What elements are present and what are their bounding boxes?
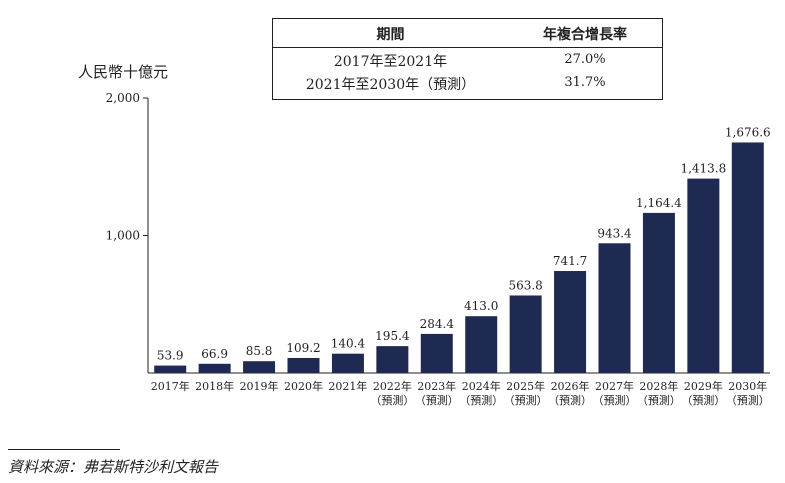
x-tick-label: （預測） bbox=[681, 393, 725, 407]
x-tick-label: 2030年 bbox=[728, 379, 767, 393]
chart-value-labels: 53.9 66.9 85.8 109.2 140.4 195.4 284.4 413.0 563… bbox=[157, 125, 771, 362]
bar-value-label: 741.7 bbox=[553, 254, 587, 268]
x-tick-label: 2029年 bbox=[684, 379, 723, 393]
bar bbox=[509, 295, 542, 373]
bar-value-label: 1,164.4 bbox=[636, 196, 682, 210]
cagr-row-period: 2017年至2021年 bbox=[333, 54, 448, 70]
bar-value-label: 53.9 bbox=[157, 349, 184, 363]
cagr-table-header: 期間 年複合增長率 bbox=[273, 19, 662, 48]
bar-value-label: 1,676.6 bbox=[725, 125, 771, 139]
bar bbox=[198, 363, 231, 373]
bar-value-label: 85.8 bbox=[246, 344, 273, 358]
x-tick-label: 2021年 bbox=[328, 379, 367, 393]
x-tick-label: （預測） bbox=[548, 393, 592, 407]
bar-value-label: 413.0 bbox=[464, 299, 498, 313]
x-tick-label: （預測） bbox=[459, 393, 503, 407]
x-tick-label: 2018年 bbox=[195, 379, 234, 393]
bar-value-label: 563.8 bbox=[508, 278, 542, 292]
bar-value-label: 140.4 bbox=[331, 337, 366, 351]
cagr-row-period: 2021年至2030年（預測） bbox=[305, 77, 476, 93]
x-tick-label: （預測） bbox=[415, 393, 459, 407]
source-note: 資料來源：弗若斯特沙利文報告 bbox=[8, 458, 219, 476]
bar bbox=[731, 142, 764, 373]
bar bbox=[687, 178, 720, 373]
cagr-row: 2021年至2030年（預測） 31.7% bbox=[273, 72, 662, 94]
chart-x-tick-labels: 2017年 2018年 2019年 2020年 2021年 2022年（預測）2023年（… bbox=[151, 379, 770, 407]
cagr-table: 期間 年複合增長率 2017年至2021年 27.0% 2021年至2030年（… bbox=[272, 18, 663, 100]
x-tick-label: 2019年 bbox=[240, 379, 279, 393]
bar bbox=[243, 361, 276, 373]
bar bbox=[331, 353, 364, 373]
bar bbox=[598, 243, 631, 373]
bar bbox=[420, 333, 453, 373]
x-tick-label: （預測） bbox=[593, 393, 637, 407]
cagr-row-rate: 31.7% bbox=[564, 75, 606, 90]
bar bbox=[376, 346, 409, 373]
bar-value-label: 195.4 bbox=[375, 329, 410, 343]
y-tick-label: 1,000 bbox=[106, 229, 140, 243]
x-tick-label: 2022年 bbox=[373, 379, 412, 393]
cagr-row-rate: 27.0% bbox=[564, 52, 606, 67]
bar bbox=[465, 316, 498, 373]
x-tick-label: 2020年 bbox=[284, 379, 323, 393]
x-tick-label: 2023年 bbox=[417, 379, 456, 393]
x-tick-label: （預測） bbox=[637, 393, 681, 407]
bar-value-label: 109.2 bbox=[286, 341, 320, 355]
x-tick-label: （預測） bbox=[504, 393, 548, 407]
x-tick-label: （預測） bbox=[370, 393, 414, 407]
cagr-row: 2017年至2021年 27.0% bbox=[273, 49, 662, 71]
bar bbox=[287, 357, 320, 373]
x-tick-label: 2025年 bbox=[506, 379, 545, 393]
bar-value-label: 943.4 bbox=[597, 226, 632, 240]
bar-value-label: 1,413.8 bbox=[680, 162, 726, 176]
y-tick-label: 2,000 bbox=[106, 91, 140, 105]
bar-value-label: 284.4 bbox=[420, 317, 455, 331]
cagr-header-rate: 年複合增長率 bbox=[543, 27, 627, 43]
chart-bars bbox=[154, 142, 764, 373]
cagr-header-period: 期間 bbox=[376, 27, 405, 43]
source-divider bbox=[8, 449, 120, 450]
bar bbox=[554, 271, 587, 373]
bar-value-label: 66.9 bbox=[201, 347, 228, 361]
y-axis-unit-label: 人民幣十億元 bbox=[78, 63, 169, 81]
x-tick-label: （預測） bbox=[726, 393, 770, 407]
bar bbox=[642, 212, 675, 373]
bar bbox=[154, 365, 187, 373]
x-tick-label: 2028年 bbox=[639, 379, 678, 393]
x-tick-label: 2024年 bbox=[462, 379, 501, 393]
x-tick-label: 2017年 bbox=[151, 379, 190, 393]
x-tick-label: 2026年 bbox=[551, 379, 590, 393]
x-tick-label: 2027年 bbox=[595, 379, 634, 393]
